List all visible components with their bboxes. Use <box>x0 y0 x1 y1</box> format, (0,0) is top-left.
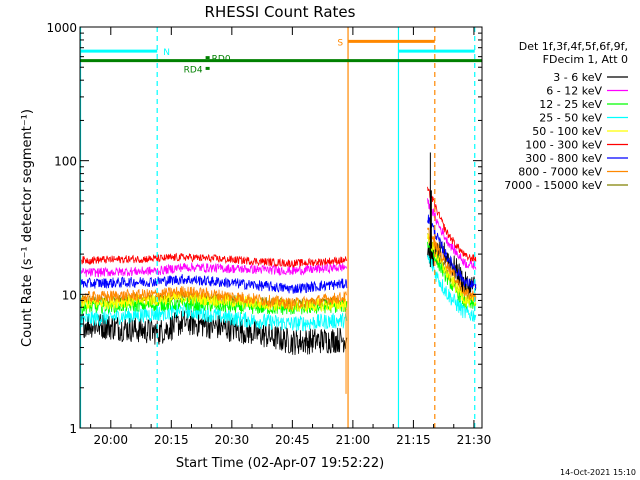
legend-entry-label: 50 - 100 keV <box>532 125 602 138</box>
x-tick-label: 20:30 <box>215 433 250 447</box>
tick-layer: 20:00 20:15 20:30 20:45 21:00 21:15 21:30 1 10 10… <box>46 21 491 447</box>
x-tick-label: 20:15 <box>154 433 189 447</box>
marker-layer: N S RD0 RD4 <box>79 27 482 428</box>
x-axis-label: Start Time (02-Apr-07 19:52:22) <box>176 456 384 471</box>
x-tick-label: 21:00 <box>336 433 371 447</box>
flare-spike <box>429 152 432 268</box>
legend-header-line-2: FDecim 1, Att 0 <box>543 53 628 66</box>
legend-entry-label: 7000 - 15000 keV <box>504 179 602 192</box>
legend-entry-label: 12 - 25 keV <box>539 98 602 111</box>
series-25-50-kev <box>80 254 477 332</box>
legend-header-line-1: Det 1f,3f,4f,5f,6f,9f, <box>519 40 628 53</box>
legend: Det 1f,3f,4f,5f,6f,9f, FDecim 1, Att 0 3… <box>504 40 628 192</box>
flag-label: N <box>163 48 170 58</box>
legend-entry-label: 3 - 6 keV <box>553 71 602 84</box>
x-tick-label: 21:30 <box>457 433 492 447</box>
plot-data-layer <box>80 152 477 394</box>
x-tick-label: 21:15 <box>396 433 431 447</box>
legend-entry-label: 800 - 7000 keV <box>518 166 602 179</box>
plot-frame <box>79 26 483 429</box>
legend-entry-label: 25 - 50 keV <box>539 112 602 125</box>
series-300-800-kev <box>80 214 477 294</box>
y-tick-label: 1000 <box>46 21 77 35</box>
flag-label: S <box>337 38 343 48</box>
legend-entry-label: 300 - 800 keV <box>525 152 602 165</box>
legend-entry-label: 100 - 300 keV <box>525 139 602 152</box>
generation-timestamp: 14-Oct-2021 15:10 <box>560 468 636 477</box>
y-tick-label: 10 <box>62 288 77 302</box>
flag-label: RD0 <box>212 55 231 65</box>
y-tick-label: 100 <box>54 155 77 169</box>
x-tick-label: 20:45 <box>275 433 310 447</box>
x-tick-label: 20:00 <box>93 433 128 447</box>
series-800-7000-kev <box>80 227 477 310</box>
series-100-300-kev <box>80 186 477 268</box>
y-axis-label: Count Rate (s⁻¹ detector segment⁻¹) <box>20 109 35 347</box>
axes-layer <box>79 26 483 429</box>
legend-entry-label: 6 - 12 keV <box>546 85 602 98</box>
chart-title: RHESSI Count Rates <box>205 3 356 21</box>
y-tick-label: 1 <box>69 422 77 436</box>
series-6-12-kev <box>80 198 477 278</box>
flag-label: RD4 <box>184 65 203 75</box>
